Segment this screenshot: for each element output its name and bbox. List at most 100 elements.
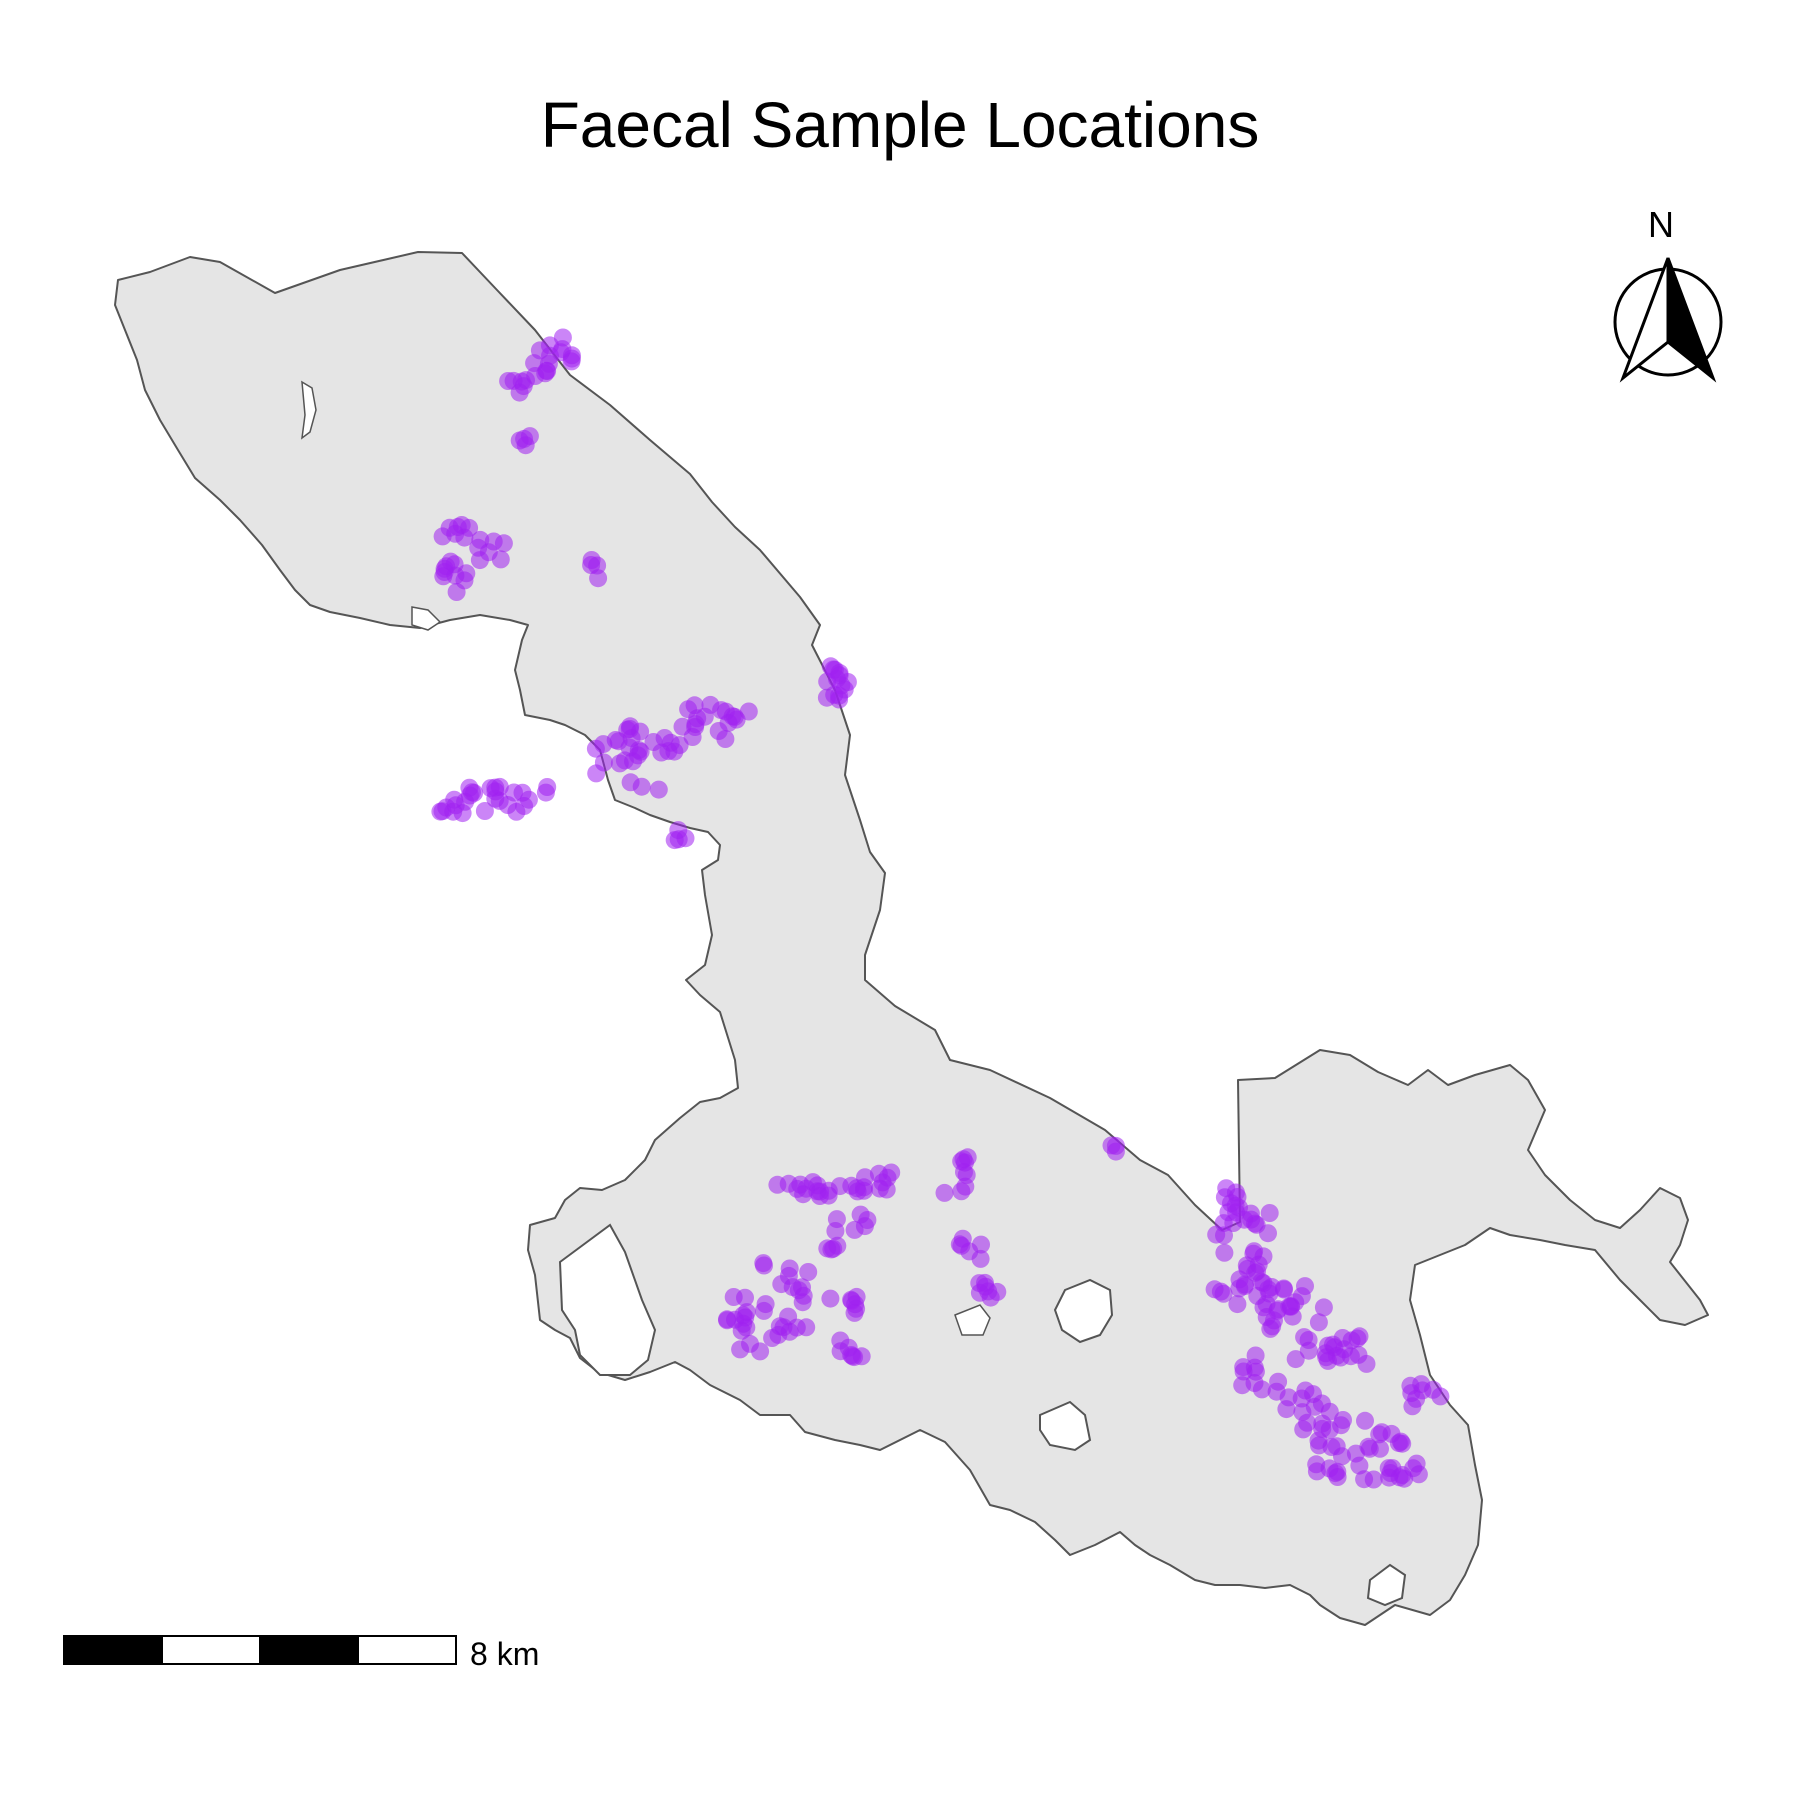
sample-point (1413, 1381, 1432, 1400)
sample-point (465, 783, 484, 802)
sample-point (712, 701, 731, 720)
sample-point (845, 1303, 864, 1322)
sample-point (1319, 1336, 1337, 1355)
sample-point (716, 730, 735, 748)
sample-point (780, 1259, 799, 1278)
sample-point (1228, 1188, 1247, 1206)
sample-point (988, 1282, 1007, 1301)
sample-point (1245, 1242, 1264, 1261)
sample-point (1355, 1470, 1374, 1489)
sample-point (1246, 1346, 1265, 1365)
sample-point (1248, 1262, 1266, 1281)
sample-point (1372, 1423, 1391, 1442)
sample-point (433, 527, 452, 546)
sample-point (1371, 1439, 1389, 1458)
sample-points (431, 328, 1450, 1489)
sample-point (830, 686, 849, 705)
sample-point (1320, 1420, 1339, 1439)
sample-point (515, 797, 534, 815)
sample-point (952, 1182, 971, 1201)
sample-point (763, 1329, 782, 1347)
sample-point (470, 551, 489, 570)
sample-point (772, 1275, 791, 1294)
sample-point (1309, 1313, 1328, 1332)
sample-point (1228, 1295, 1247, 1314)
sample-point (856, 1168, 874, 1187)
inlet-west (558, 1223, 657, 1376)
sample-point (621, 717, 640, 736)
sample-point (679, 700, 698, 719)
sample-point (824, 1239, 843, 1258)
sample-point (731, 1340, 750, 1359)
sample-point (1342, 1331, 1361, 1350)
sample-point (1357, 1354, 1376, 1373)
small-lake-north (301, 380, 317, 440)
island-land (114, 251, 1709, 1626)
sample-point (1350, 1456, 1369, 1475)
sample-point (734, 1314, 753, 1333)
sample-point (791, 1175, 810, 1194)
sample-point (1403, 1397, 1422, 1416)
sample-point (958, 1148, 977, 1167)
lake-hole-3 (1366, 1563, 1407, 1607)
sample-point (510, 383, 529, 402)
sample-point (652, 743, 671, 762)
sample-point (826, 1222, 845, 1240)
sample-point (1292, 1389, 1311, 1408)
sample-point (1298, 1413, 1317, 1432)
sample-point (821, 1289, 840, 1308)
sample-point (799, 1263, 818, 1281)
sample-point (1241, 1204, 1260, 1223)
sample-point (455, 528, 474, 547)
sample-point (819, 1181, 838, 1200)
sample-point (486, 782, 505, 801)
sample-point (513, 783, 532, 802)
sample-point (842, 1346, 861, 1364)
sample-point (1381, 1464, 1400, 1482)
sample-point (446, 566, 465, 585)
sample-point (594, 735, 613, 754)
small-lake-mid (954, 1304, 991, 1336)
sample-point (686, 715, 705, 734)
sample-point (1296, 1277, 1314, 1296)
sample-point (632, 777, 651, 796)
sample-point (754, 1301, 773, 1320)
sample-point (1215, 1188, 1234, 1207)
sample-point (751, 1342, 770, 1361)
sample-point (1280, 1297, 1299, 1316)
sample-point (538, 778, 557, 796)
sample-point (1260, 1204, 1279, 1222)
sample-point (1333, 1447, 1351, 1466)
sample-point (739, 702, 758, 721)
sample-point (1277, 1400, 1296, 1419)
scale-bar-label: 8 km (470, 1636, 540, 1672)
sample-point (475, 802, 494, 820)
north-arrow-label: N (1648, 204, 1674, 245)
sample-point (1267, 1382, 1286, 1401)
sample-point (755, 1256, 773, 1275)
sample-point (1391, 1432, 1410, 1451)
sample-point (1356, 1411, 1374, 1430)
sample-point (1286, 1350, 1305, 1369)
sample-point (587, 764, 606, 783)
sample-point (1319, 1351, 1337, 1370)
sample-point (1246, 1362, 1265, 1381)
sample-point (1211, 1282, 1230, 1301)
sample-point (582, 551, 601, 569)
sample-point (446, 796, 465, 815)
sample-point (1219, 1203, 1238, 1222)
sample-point (1207, 1225, 1226, 1244)
sample-point (1307, 1462, 1326, 1481)
lake-hole-2 (1039, 1400, 1092, 1452)
sample-point (562, 352, 581, 371)
sample-point (970, 1283, 989, 1302)
sample-point (1215, 1243, 1234, 1262)
map-title: Faecal Sample Locations (540, 89, 1260, 161)
sample-point (1262, 1278, 1281, 1296)
sample-point (649, 780, 668, 799)
sample-point (845, 1220, 864, 1239)
small-lake-south (411, 606, 442, 631)
sample-point (1407, 1454, 1426, 1473)
